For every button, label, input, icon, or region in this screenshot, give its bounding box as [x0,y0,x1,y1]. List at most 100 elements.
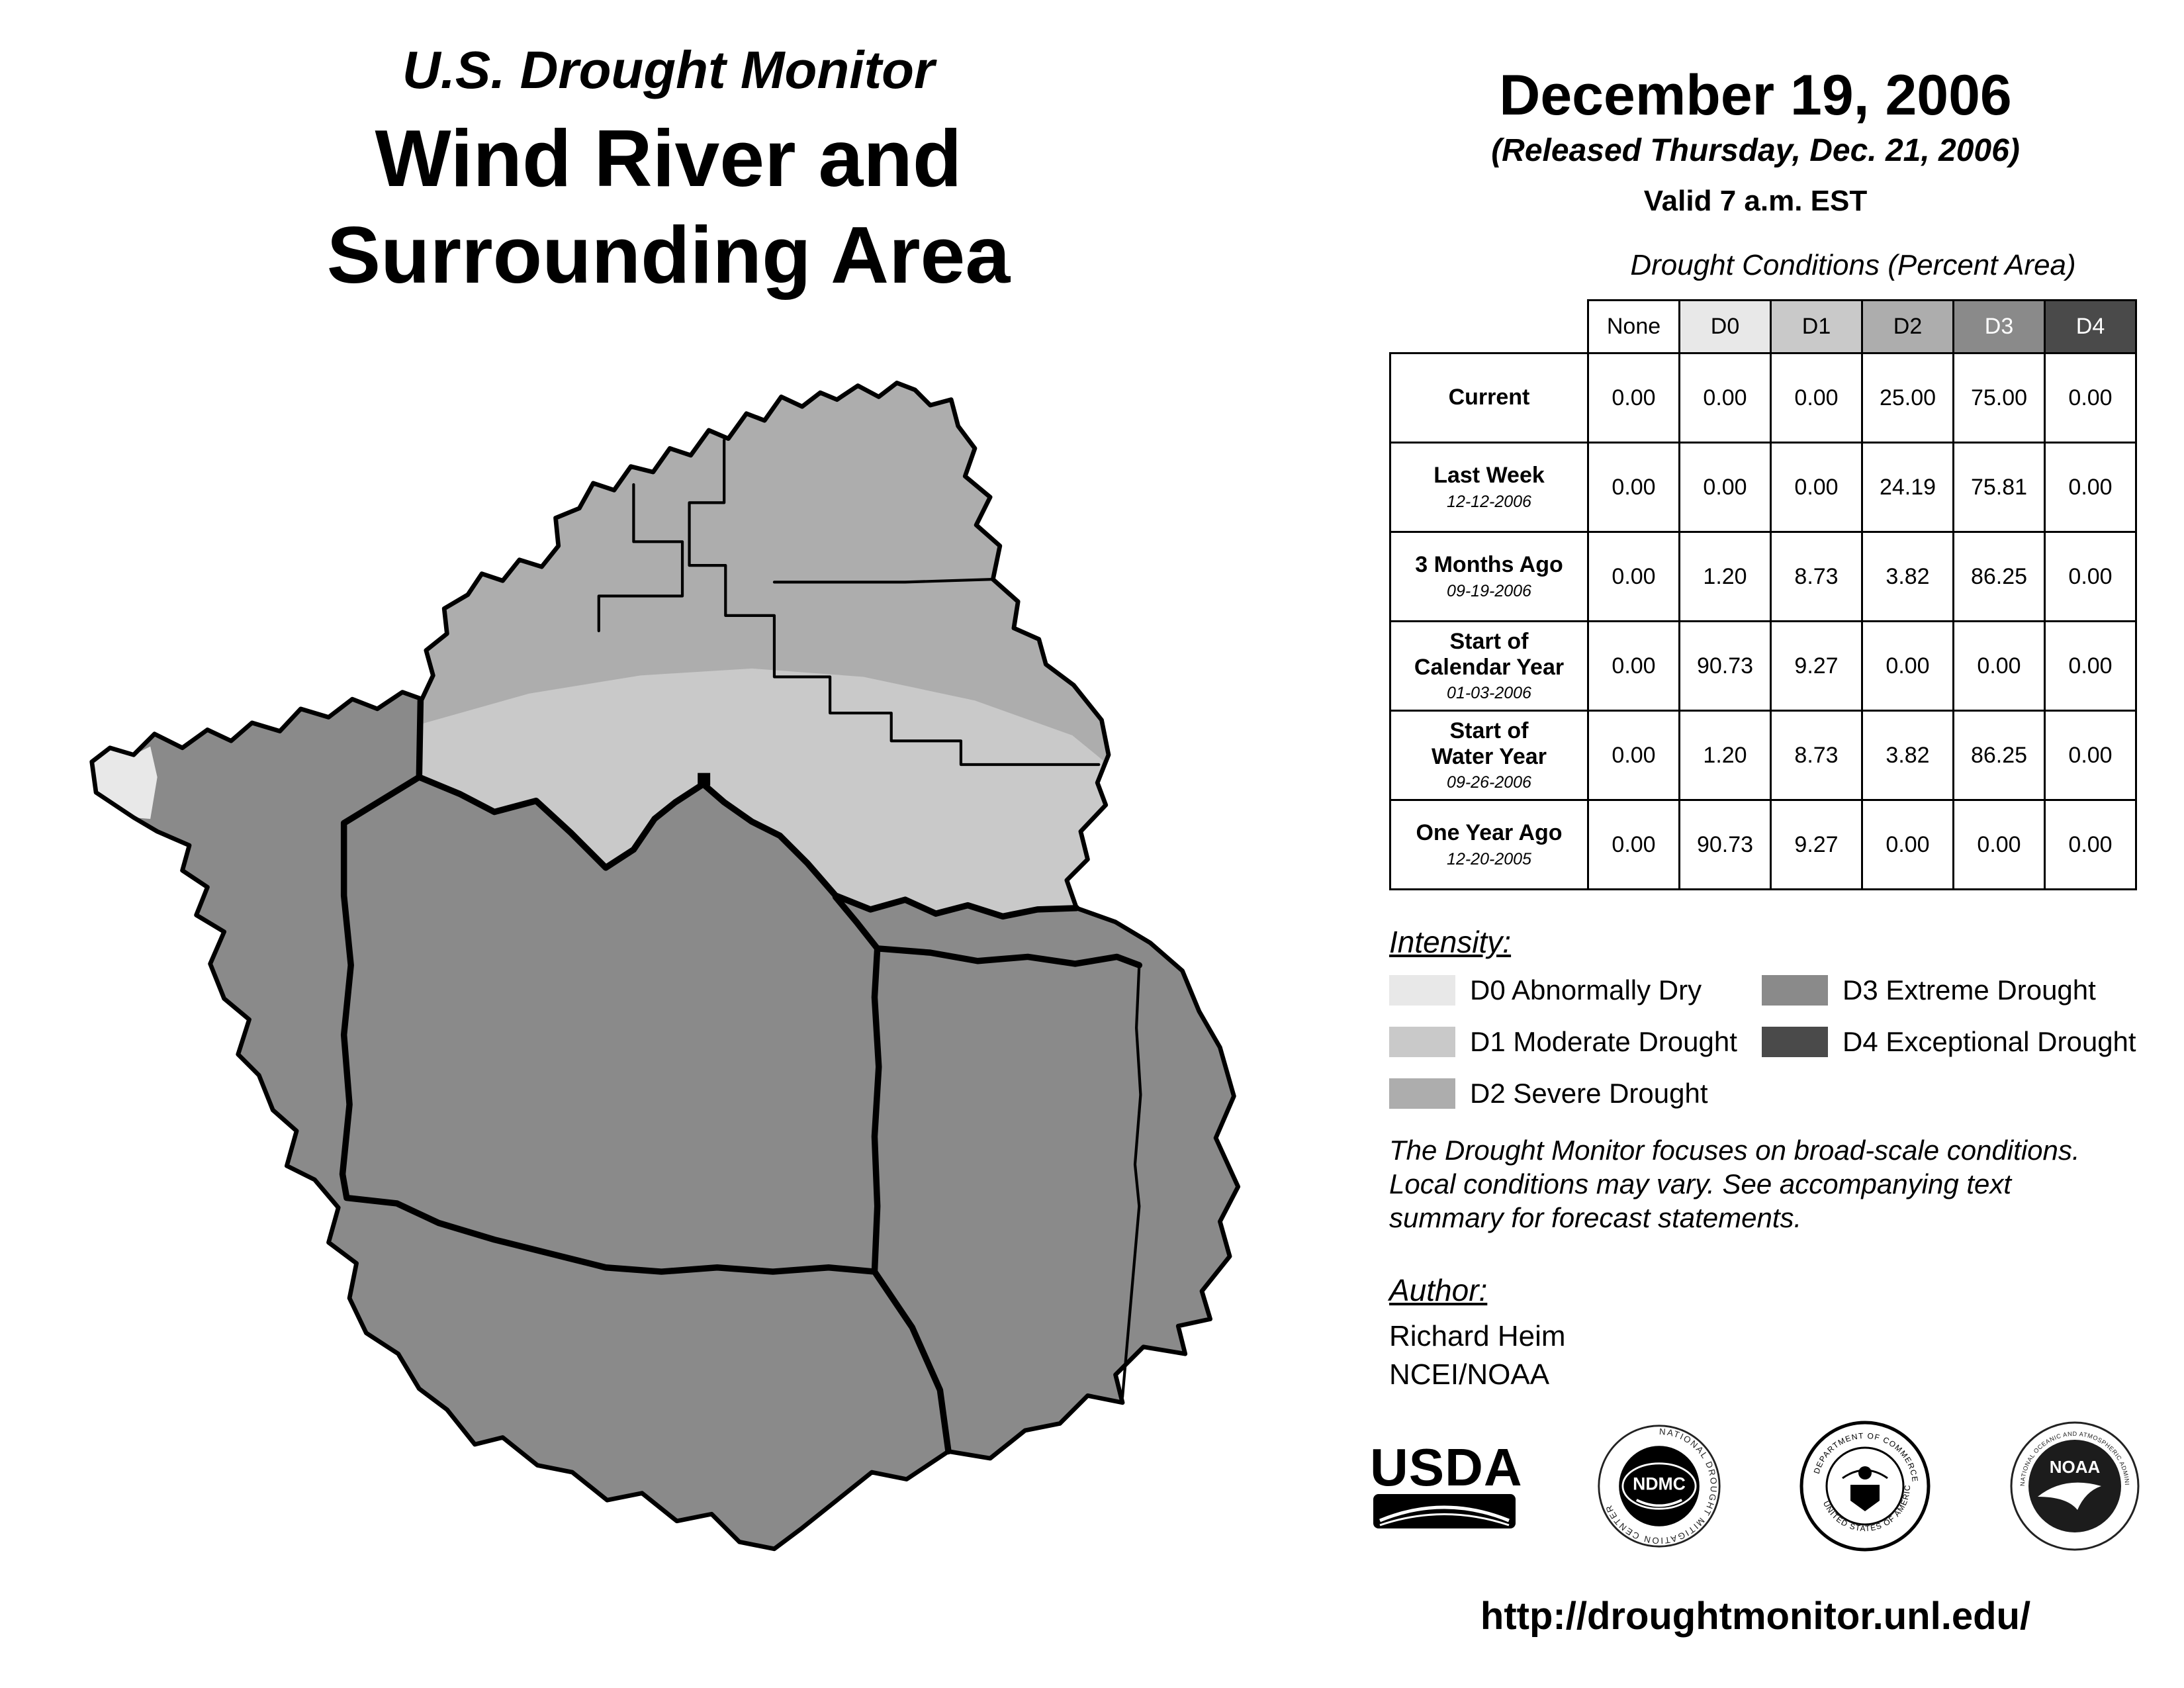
cell-value: 25.00 [1861,352,1954,444]
legend-item-d4: D4 Exceptional Drought [1762,1026,2136,1058]
table-row: One Year Ago 12-20-2005 0.00 90.73 9.27 … [1389,799,2137,890]
cell-value: 0.00 [2044,352,2137,444]
map-outer-outline [89,381,1241,1552]
disclaimer-note: The Drought Monitor focuses on broad-sca… [1389,1135,2080,1234]
row-label-one-year-ago: One Year Ago 12-20-2005 [1389,799,1589,890]
table-row: Start of Water Year 09-26-2006 0.00 1.20… [1389,710,2137,801]
table-header-row: None D0 D1 D2 D3 D4 [1390,299,2137,354]
cell-value: 0.00 [1587,620,1680,712]
agency-logos: USDA NATIONAL DROUGHT MITIGATION CENTER … [1370,1417,2141,1556]
cell-value: 90.73 [1678,799,1772,890]
doc-seal: DEPARTMENT OF COMMERCE UNITED STATES OF … [1799,1420,1931,1552]
cell-value: 3.82 [1861,710,1954,801]
author-block: Author: Richard Heim NCEI/NOAA [1389,1272,1566,1391]
cell-value: 0.00 [1952,620,2046,712]
noaa-bird-icon [2037,1482,2101,1510]
col-header-d2: D2 [1861,299,1954,354]
table-corner-cell [1390,300,1588,353]
cell-value: 0.00 [1861,620,1954,712]
cell-value: 8.73 [1770,531,1863,622]
col-header-d3: D3 [1952,299,2046,354]
footer-url[interactable]: http://droughtmonitor.unl.edu/ [1480,1595,2031,1638]
row-label-start-calendar-year: Start of Calendar Year 01-03-2006 [1389,620,1589,712]
usda-logo: USDA [1370,1440,1522,1532]
cell-value: 3.82 [1861,531,1954,622]
cell-value: 75.81 [1952,442,2046,533]
cell-value: 0.00 [1587,531,1680,622]
map-region-d1 [419,668,1106,917]
intensity-title: Intensity: [1389,925,1512,959]
doc-shield-icon [1850,1485,1880,1511]
cell-value: 0.00 [2044,799,2137,890]
cell-value: 0.00 [1678,352,1772,444]
cell-value: 0.00 [1587,710,1680,801]
legend-item-d3: D3 Extreme Drought [1762,974,2136,1006]
ndmc-text: NDMC [1633,1474,1686,1494]
cell-value: 8.73 [1770,710,1863,801]
cell-value: 0.00 [2044,620,2137,712]
legend-item-d2: D2 Severe Drought [1389,1078,1737,1109]
d2-swatch [1389,1078,1455,1109]
cell-value: 24.19 [1861,442,1954,533]
cell-value: 0.00 [2044,710,2137,801]
cell-value: 1.20 [1678,531,1772,622]
row-label-current: Current [1389,352,1589,444]
report-date: December 19, 2006 [1499,64,2012,127]
table-title: Drought Conditions (Percent Area) [1630,249,2076,281]
county-boundaries [597,438,1142,1399]
drought-map [83,377,1253,1568]
cell-value: 0.00 [1770,352,1863,444]
col-header-d4: D4 [2044,299,2137,354]
map-marker-square [698,773,711,786]
cell-value: 86.25 [1952,531,2046,622]
author-name: Richard Heim [1389,1320,1566,1352]
ndmc-logo: NATIONAL DROUGHT MITIGATION CENTER NDMC [1598,1425,1721,1548]
drought-map-svg [89,381,1241,1552]
cell-value: 9.27 [1770,620,1863,712]
table-row: Last Week 12-12-2006 0.00 0.00 0.00 24.1… [1389,442,2137,533]
reservation-boundary [339,697,1143,1455]
report-header: December 19, 2006 (Released Thursday, De… [1387,63,2124,218]
cell-value: 0.00 [1861,799,1954,890]
cell-value: 86.25 [1952,710,2046,801]
cell-value: 0.00 [1770,442,1863,533]
d3-swatch [1762,975,1828,1006]
valid-time: Valid 7 a.m. EST [1643,185,1868,217]
drought-conditions-table: None D0 D1 D2 D3 D4 Current 0.00 0.00 0.… [1389,299,2137,890]
table-row: 3 Months Ago 09-19-2006 0.00 1.20 8.73 3… [1389,531,2137,622]
monitor-title: U.S. Drought Monitor [402,40,935,99]
cell-value: 0.00 [1678,442,1772,533]
col-header-none: None [1587,299,1680,354]
col-header-d1: D1 [1770,299,1863,354]
region-title: Wind River and Surrounding Area [326,113,1011,301]
row-label-start-water-year: Start of Water Year 09-26-2006 [1389,710,1589,801]
legend-item-d0: D0 Abnormally Dry [1389,974,1737,1006]
cell-value: 1.20 [1678,710,1772,801]
cell-value: 0.00 [1952,799,2046,890]
cell-value: 90.73 [1678,620,1772,712]
cell-value: 0.00 [1587,442,1680,533]
row-label-3-months-ago: 3 Months Ago 09-19-2006 [1389,531,1589,622]
table-row: Current 0.00 0.00 0.00 25.00 75.00 0.00 [1389,352,2137,444]
usda-field-icon [1373,1493,1516,1528]
cell-value: 75.00 [1952,352,2046,444]
author-org: NCEI/NOAA [1389,1358,1550,1391]
cell-value: 0.00 [1587,352,1680,444]
release-date: (Released Thursday, Dec. 21, 2006) [1491,133,2020,168]
cell-value: 0.00 [2044,531,2137,622]
row-label-last-week: Last Week 12-12-2006 [1389,442,1589,533]
author-title: Author: [1389,1273,1488,1307]
legend-item-d1: D1 Moderate Drought [1389,1026,1737,1058]
noaa-logo: NATIONAL OCEANIC AND ATMOSPHERIC ADMINIS… [2009,1420,2140,1551]
cell-value: 0.00 [1587,799,1680,890]
title-block: U.S. Drought Monitor Wind River and Surr… [172,40,1165,304]
table-row: Start of Calendar Year 01-03-2006 0.00 9… [1389,620,2137,712]
cell-value: 9.27 [1770,799,1863,890]
d4-swatch [1762,1027,1828,1057]
col-header-d0: D0 [1678,299,1772,354]
noaa-text: NOAA [2050,1457,2101,1477]
cell-value: 0.00 [2044,442,2137,533]
d1-swatch [1389,1027,1455,1057]
map-region-d0 [91,746,158,820]
d0-swatch [1389,975,1455,1006]
